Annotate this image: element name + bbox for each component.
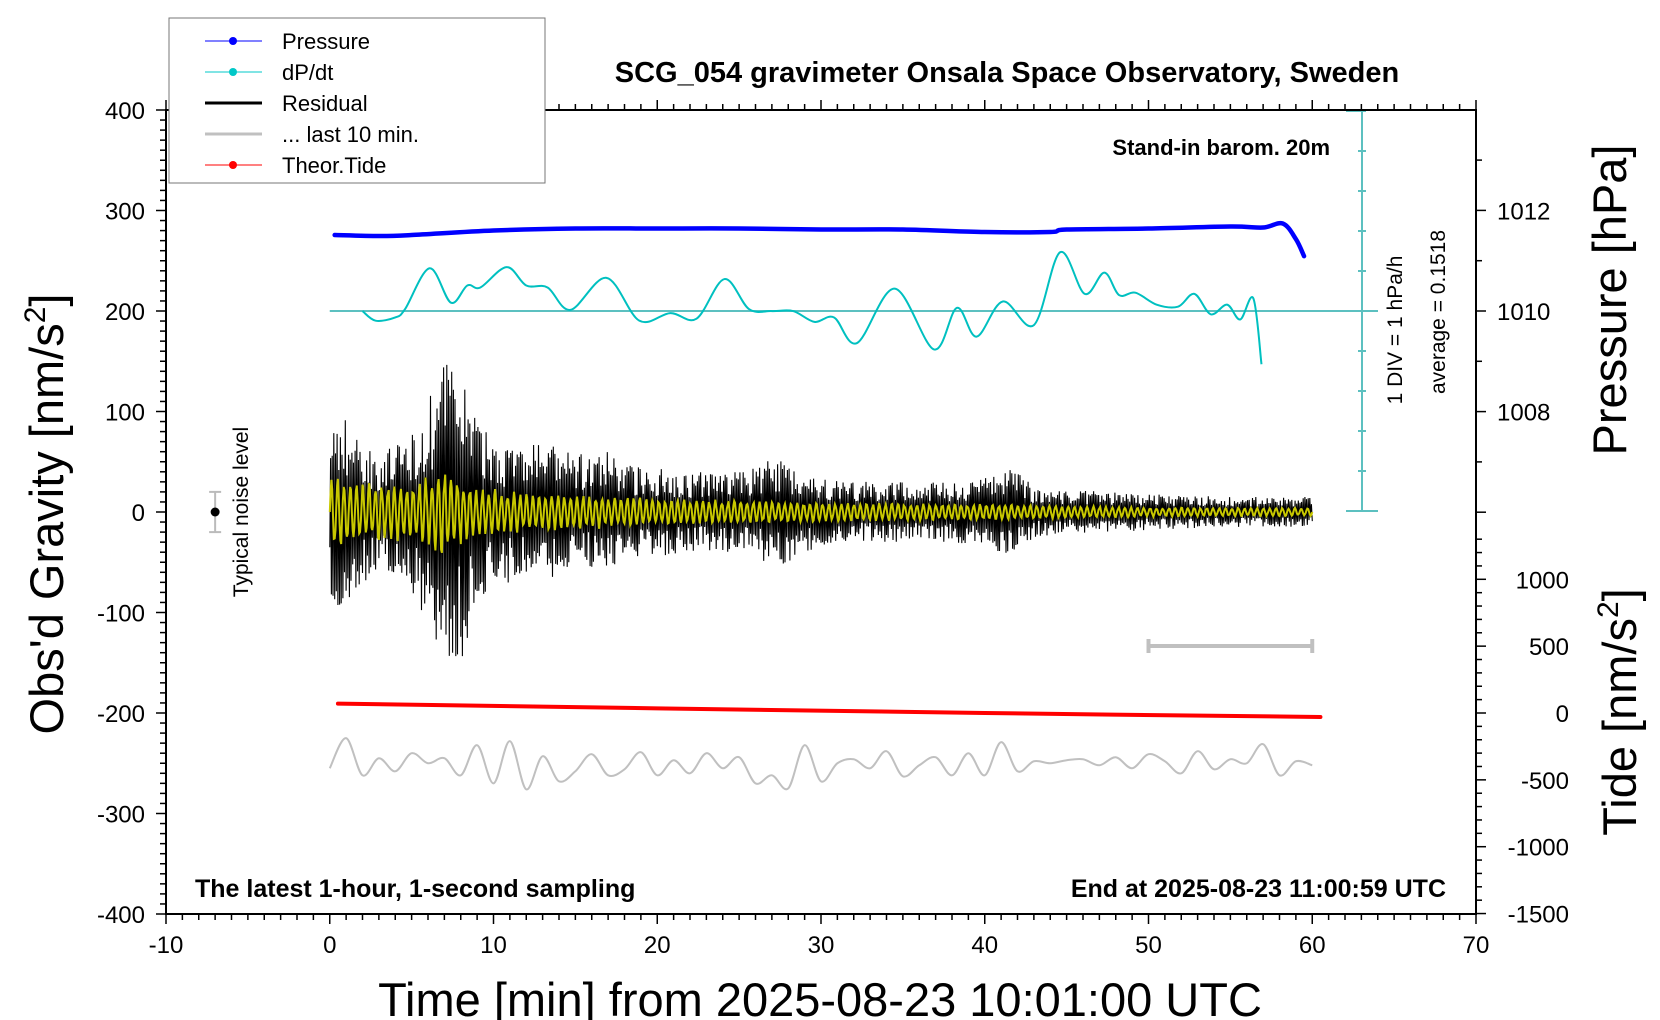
dpdt-scale-label: 1 DIV = 1 hPa/h [1384,256,1407,405]
legend-box [168,17,546,184]
legend-marker [229,161,237,169]
y-tick-label-gravity: 200 [105,299,145,326]
legend-label: dP/dt [282,60,333,85]
y-tick-label-gravity: -300 [97,802,145,829]
y-tick-label-gravity: 400 [105,98,145,125]
x-tick-label: 0 [323,932,336,959]
x-tick-label: 40 [971,932,998,959]
y-axis-label-pressure: Pressure [hPa] [1583,145,1636,456]
y-axis-label-tide: Tide [nm/s2] [1592,588,1646,835]
y-tick-label-pressure: 1012 [1497,198,1550,225]
y-tick-label-tide: 0 [1556,701,1569,728]
legend-item: dP/dt [205,60,333,85]
pressure-line [332,220,1307,259]
x-tick-label: 10 [480,932,507,959]
legend-label: Pressure [282,29,370,54]
sampling-note: The latest 1-hour, 1-second sampling [195,875,635,903]
x-tick-label: -10 [149,932,184,959]
tide-line [335,701,1323,720]
y-tick-label-tide: -1000 [1508,835,1569,862]
dpdt-line [361,251,1263,365]
x-axis-label: Time [min] from 2025-08-23 10:01:00 UTC [378,973,1262,1020]
legend-label: Theor.Tide [282,153,386,178]
y-axis-label-gravity: Obs'd Gravity [nm/s2] [19,294,73,735]
x-tick-label: 60 [1299,932,1326,959]
y-tick-label-tide: 500 [1529,634,1569,661]
plot-frame [165,109,1477,915]
y-tick-label-gravity: 0 [132,500,145,527]
legend-marker [229,68,237,76]
y-tick-label-gravity: 100 [105,400,145,427]
x-tick-label: 30 [808,932,835,959]
y-tick-label-pressure: 1010 [1497,299,1550,326]
legend-item: Theor.Tide [205,153,386,178]
noise-level-point [210,507,220,517]
legend-label: Residual [282,91,368,116]
x-tick-label: 50 [1135,932,1162,959]
last-10-min-line [328,737,1313,791]
chart-title: SCG_054 gravimeter Onsala Space Observat… [615,57,1399,89]
legend-item: Pressure [205,29,370,54]
y-tick-label-gravity: 300 [105,199,145,226]
y-tick-label-pressure: 1008 [1497,400,1550,427]
y-tick-label-tide: 1000 [1516,567,1569,594]
legend-marker [229,37,237,45]
residual-line [329,364,1313,657]
y-tick-label-tide: -1500 [1508,902,1569,929]
noise-level-label: Typical noise level [230,427,253,597]
x-tick-label: 70 [1463,932,1490,959]
legend-label: ... last 10 min. [282,122,419,147]
end-time-note: End at 2025-08-23 11:00:59 UTC [1071,875,1446,903]
filtered-residual-line [328,474,1314,554]
x-tick-label: 20 [644,932,671,959]
dpdt-average-label: average = 0.1518 [1427,230,1450,394]
legend-item: Residual [205,91,368,116]
y-tick-label-tide: -500 [1521,768,1569,795]
legend-item: ... last 10 min. [205,122,419,147]
legend: Pressure dP/dt Residual ... last 10 min. The… [168,17,546,184]
y-tick-label-gravity: -400 [97,902,145,929]
barometer-note: Stand-in barom. 20m [1112,135,1330,160]
y-tick-label-gravity: -100 [97,601,145,628]
y-tick-label-gravity: -200 [97,701,145,728]
